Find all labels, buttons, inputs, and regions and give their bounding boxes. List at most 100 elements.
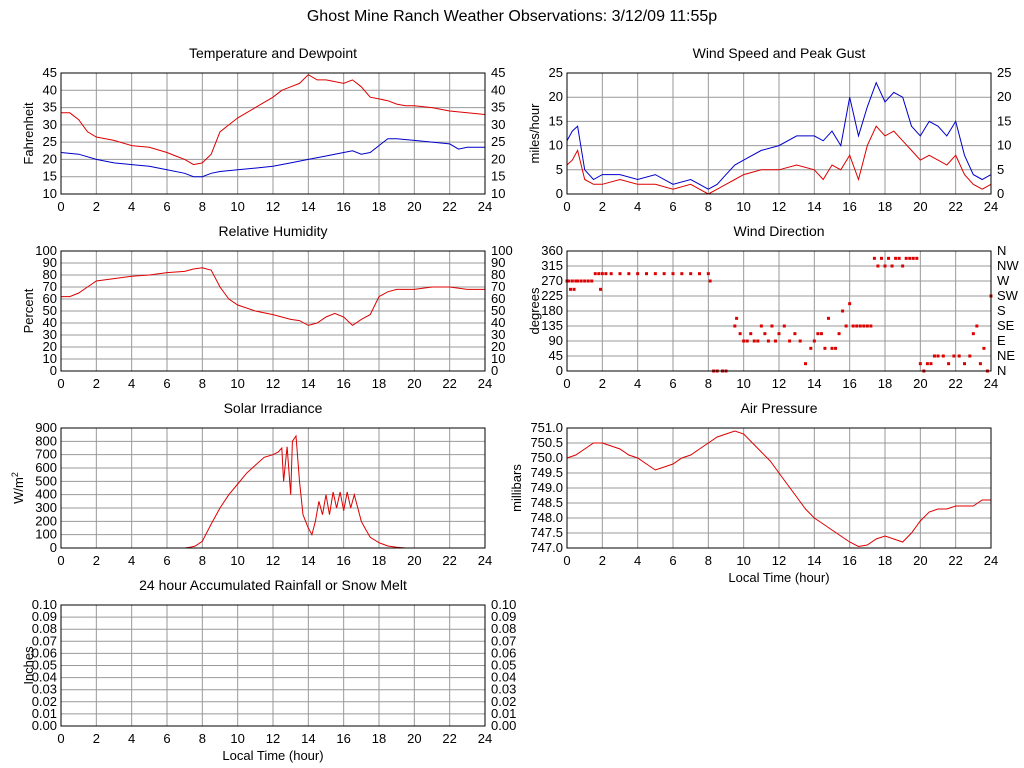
pressure-x-tick: 10	[736, 553, 750, 568]
wdir-point	[975, 324, 979, 328]
rain-y-tick: 0.02	[32, 694, 57, 709]
wdir-point	[862, 324, 866, 328]
wind-x-tick: 20	[913, 199, 927, 214]
wdir-right-tick: SE	[997, 318, 1015, 333]
solar-y-tick: 900	[35, 420, 57, 435]
temp-ylabel: Fahrenheit	[21, 102, 36, 165]
wdir-point	[738, 332, 742, 336]
rh-right-tick: 40	[491, 315, 505, 330]
wind-series-line-0	[566, 81, 992, 190]
rh-y-tick: 70	[43, 279, 57, 294]
wdir-point	[788, 339, 792, 343]
wdir-y-tick: 315	[541, 258, 563, 273]
wdir-point	[782, 324, 786, 328]
wdir-point	[735, 316, 739, 320]
temp-x-tick: 6	[163, 199, 170, 214]
rain-y-tick: 0.00	[32, 718, 57, 733]
solar-frame	[60, 427, 486, 549]
wdir-point	[567, 279, 571, 283]
wind-x-tick: 14	[807, 199, 821, 214]
solar-x-tick: 20	[407, 553, 421, 568]
rh-x-tick: 4	[128, 376, 135, 391]
wdir-x-tick: 22	[948, 376, 962, 391]
wdir-point	[579, 279, 583, 283]
pressure-series-line-0	[566, 430, 991, 548]
wdir-point	[777, 332, 781, 336]
temp-x-tick: 18	[372, 199, 386, 214]
rh-x-tick: 14	[301, 376, 315, 391]
rain-y-tick: 0.07	[32, 633, 57, 648]
rh-y-tick: 10	[43, 351, 57, 366]
rain-ylabel: Inches	[21, 646, 36, 685]
wdir-y-tick: 0	[556, 363, 563, 378]
rh-frame	[60, 250, 486, 372]
solar-x-tick: 6	[163, 553, 170, 568]
wdir-x-tick: 24	[984, 376, 998, 391]
temp-x-tick: 4	[128, 199, 135, 214]
wdir-right-tick: S	[997, 303, 1006, 318]
wdir-point	[936, 354, 940, 358]
wdir-point	[834, 346, 838, 350]
pressure-x-tick: 12	[772, 553, 786, 568]
solar-x-tick: 24	[478, 553, 492, 568]
wdir-point	[848, 302, 852, 306]
wdir-point	[572, 287, 576, 291]
wdir-point	[901, 264, 905, 268]
solar-y-tick: 200	[35, 513, 57, 528]
rh-y-tick: 40	[43, 315, 57, 330]
wdir-point	[982, 346, 986, 350]
rain-y-tick: 0.10	[32, 597, 57, 612]
wdir-point	[645, 272, 648, 276]
temp-right-tick: 15	[491, 169, 505, 184]
temp-right-tick: 35	[491, 100, 505, 115]
rain-right-tick: 0.00	[491, 718, 516, 733]
temp-right-tick: 30	[491, 117, 505, 132]
wind-right-tick: 5	[997, 162, 1004, 177]
wind-x-tick: 16	[842, 199, 856, 214]
solar-y-tick: 100	[35, 527, 57, 542]
solar-y-tick: 500	[35, 473, 57, 488]
rh-x-tick: 8	[199, 376, 206, 391]
rain-y-tick: 0.03	[32, 682, 57, 697]
wdir-point	[929, 362, 933, 366]
wdir-title: Wind Direction	[733, 223, 824, 239]
wdir-point	[804, 362, 807, 366]
wdir-point	[759, 324, 763, 328]
solar-x-tick: 4	[128, 553, 135, 568]
wdir-x-tick: 8	[705, 376, 712, 391]
wdir-point	[823, 346, 827, 350]
wdir-point	[763, 332, 767, 336]
wdir-point	[583, 279, 587, 283]
pressure-y-tick: 751.0	[530, 420, 563, 435]
wdir-x-tick: 18	[878, 376, 892, 391]
temp-x-tick: 22	[442, 199, 456, 214]
wdir-point	[947, 362, 951, 366]
wdir-x-tick: 20	[913, 376, 927, 391]
rain-y-tick: 0.06	[32, 645, 57, 660]
wdir-point	[932, 354, 936, 358]
wdir-point	[879, 256, 883, 260]
wdir-point	[653, 272, 657, 276]
rh-x-tick: 2	[93, 376, 100, 391]
wdir-point	[844, 324, 848, 328]
wdir-point	[841, 309, 845, 313]
wdir-y-tick: 135	[541, 318, 563, 333]
pressure-title: Air Pressure	[740, 400, 817, 416]
solar-y-tick: 0	[50, 540, 57, 555]
rain-right-tick: 0.07	[491, 633, 516, 648]
wind-x-tick: 24	[984, 199, 998, 214]
temp-x-tick: 0	[57, 199, 64, 214]
pressure-x-tick: 2	[599, 553, 606, 568]
rh-y-tick: 80	[43, 267, 57, 282]
rain-x-tick: 16	[336, 731, 350, 746]
wdir-point	[636, 272, 640, 276]
wind-right-tick: 15	[997, 113, 1011, 128]
rain-right-tick: 0.06	[491, 645, 516, 660]
rain-x-tick: 10	[230, 731, 244, 746]
wdir-point	[618, 272, 622, 276]
wdir-point	[597, 272, 601, 276]
temp-y-tick: 10	[43, 186, 57, 201]
wdir-x-tick: 6	[669, 376, 676, 391]
